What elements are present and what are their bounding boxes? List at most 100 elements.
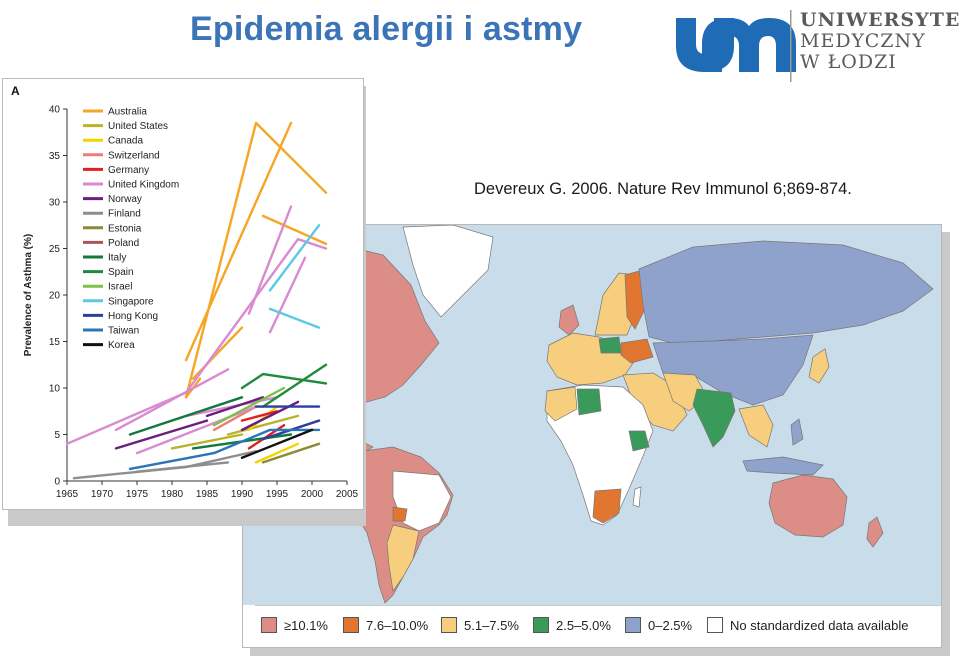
japan — [808, 348, 830, 384]
panel-label: A — [11, 84, 20, 98]
legend-label: 7.6–10.0% — [366, 617, 429, 633]
indonesia — [742, 456, 824, 476]
poland — [598, 336, 622, 354]
y-tick-label: 0 — [54, 477, 60, 488]
australia — [768, 474, 848, 538]
series-line-israel — [212, 386, 286, 427]
legend-label: Switzerland — [108, 150, 160, 161]
x-tick-label: 1965 — [56, 489, 79, 500]
series-line-australia — [261, 214, 328, 246]
uk — [558, 304, 580, 336]
series-line-finland — [72, 450, 258, 480]
x-tick-label: 2005 — [336, 489, 359, 500]
series-line-united-kingdom — [114, 368, 230, 432]
series-line-norway — [205, 396, 265, 418]
madagascar — [632, 486, 642, 508]
legend-label: Germany — [108, 165, 149, 176]
legend-item-2: 7.6–10.0% — [343, 614, 428, 636]
series-line-canada — [254, 442, 300, 464]
legend-label: Hong Kong — [108, 311, 158, 322]
legend-label: Poland — [108, 238, 139, 249]
brazil-east — [392, 470, 452, 532]
paraguay — [392, 506, 408, 522]
x-tick-label: 1985 — [196, 489, 219, 500]
legend-item-1: ≥10.1% — [261, 614, 328, 636]
legend-swatch — [625, 617, 641, 633]
x-tick-label: 1980 — [161, 489, 184, 500]
y-tick-label: 5 — [54, 430, 60, 441]
legend-item-3: 5.1–7.5% — [441, 614, 519, 636]
y-tick-label: 20 — [49, 291, 61, 302]
series-line-united-states — [170, 433, 244, 450]
legend-label: ≥10.1% — [284, 617, 328, 633]
legend-label: Norway — [108, 194, 142, 205]
legend-label: Spain — [108, 267, 134, 278]
greenland — [402, 225, 494, 318]
argentina — [386, 524, 420, 592]
legend-label: 0–2.5% — [648, 617, 693, 633]
x-tick-label: 1970 — [91, 489, 114, 500]
philippines — [790, 418, 804, 446]
series-line-taiwan — [128, 428, 321, 471]
algeria — [576, 388, 602, 416]
x-tick-label: 1990 — [231, 489, 254, 500]
y-tick-label: 40 — [49, 105, 61, 116]
series-line-united-kingdom — [65, 237, 328, 445]
um-monogram-icon — [676, 18, 796, 72]
legend-label: No standardized data available — [730, 617, 909, 633]
legend-swatch — [441, 617, 457, 633]
logo-line-2: MEDYCZNY — [800, 30, 926, 52]
x-tick-label: 1995 — [266, 489, 289, 500]
series-line-germany — [240, 410, 279, 422]
series-line-singapore — [268, 224, 321, 292]
ethiopia — [628, 430, 650, 452]
africa — [546, 384, 654, 526]
y-tick-label: 10 — [49, 384, 61, 395]
india — [692, 388, 736, 448]
southern-africa — [592, 488, 622, 524]
series-line-australia — [184, 121, 293, 362]
north-africa-west — [544, 386, 578, 422]
x-tick-label: 2000 — [301, 489, 324, 500]
legend-swatch — [533, 617, 549, 633]
russia — [638, 240, 934, 344]
legend-label: Finland — [108, 209, 141, 220]
university-logo — [676, 10, 796, 82]
legend-label: Australia — [108, 107, 147, 118]
series-line-italy — [128, 396, 244, 436]
legend-label: Taiwan — [108, 326, 139, 337]
legend-item-6: No standardized data available — [707, 614, 909, 636]
asthma-chart-panel: A 0 5 10 15 20 25 30 35 40 1965 1970 1975 1980 1985 199… — [2, 78, 364, 510]
series-line-united-states — [226, 414, 300, 436]
legend-label: Estonia — [108, 223, 142, 234]
legend-label: Italy — [108, 253, 126, 264]
legend-label: Korea — [108, 340, 135, 351]
legend-label: United Kingdom — [108, 180, 179, 191]
series-line-singapore — [268, 307, 321, 329]
asthma-prevalence-chart: A 0 5 10 15 20 25 30 35 40 1965 1970 1975 1980 1985 199… — [11, 84, 359, 500]
y-tick-label: 25 — [49, 244, 61, 255]
y-tick-label: 30 — [49, 198, 61, 209]
new-zealand — [866, 516, 884, 548]
legend-label: 2.5–5.0% — [556, 617, 611, 633]
x-tick-label: 1975 — [126, 489, 149, 500]
y-tick-label: 15 — [49, 337, 61, 348]
legend-swatch — [261, 617, 277, 633]
map-legend: ≥10.1% 7.6–10.0% 5.1–7.5% 2.5–5.0% 0–2.5… — [255, 605, 945, 646]
legend-label: Israel — [108, 282, 132, 293]
y-tick-label: 35 — [49, 151, 61, 162]
series-line-finland — [135, 461, 230, 473]
legend-swatch — [343, 617, 359, 633]
legend-label: 5.1–7.5% — [464, 617, 519, 633]
southeast-asia — [738, 404, 774, 448]
logo-wordmark: UNIWERSYTET MEDYCZNY W ŁODZI — [800, 10, 960, 73]
series-line-korea — [240, 428, 314, 459]
series-line-united-kingdom — [268, 256, 307, 334]
legend-label: United States — [108, 121, 168, 132]
legend-label: Singapore — [108, 296, 154, 307]
series-line-spain — [261, 363, 328, 408]
legend-label: Canada — [108, 136, 143, 147]
legend-item-4: 2.5–5.0% — [533, 614, 611, 636]
citation: Devereux G. 2006. Nature Rev Immunol 6;8… — [474, 180, 852, 198]
ukraine — [620, 338, 654, 364]
